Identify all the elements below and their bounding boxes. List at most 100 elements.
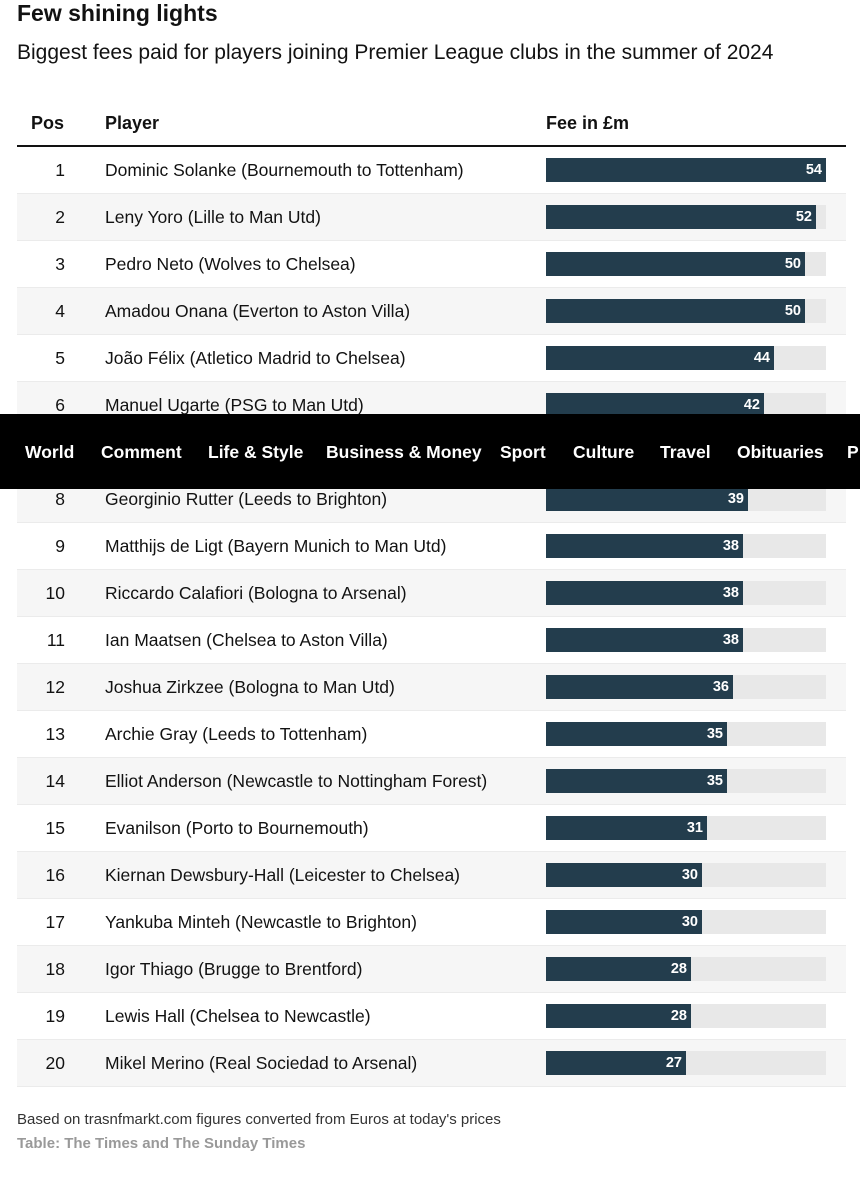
row-player: Lewis Hall (Chelsea to Newcastle)	[105, 1006, 371, 1026]
row-pos: 19	[45, 1006, 65, 1026]
bar: 36	[546, 675, 733, 699]
row-pos: 4	[55, 301, 65, 321]
bar-value-label: 36	[712, 679, 729, 695]
bar-track: 30	[546, 863, 826, 887]
row-pos: 3	[55, 254, 65, 274]
row-player: Kiernan Dewsbury-Hall (Leicester to Chel…	[105, 865, 461, 885]
bar-value-label: 30	[681, 867, 698, 883]
bar-value-label: 28	[670, 1008, 687, 1024]
nav-item[interactable]: P	[847, 442, 859, 462]
bar-value-label: 27	[665, 1055, 682, 1071]
bar: 28	[546, 957, 691, 981]
bar: 31	[546, 816, 707, 840]
table-body: 1 Dominic Solanke (Bournemouth to Tottenh…	[17, 147, 846, 1087]
nav-item[interactable]: Business & Money	[326, 442, 482, 462]
row-player: Riccardo Calafiori (Bologna to Arsenal)	[105, 583, 407, 603]
table-header: Pos Player Fee in £m	[17, 100, 846, 147]
nav-item[interactable]: Life & Style	[208, 442, 304, 462]
bar-value-label: 50	[784, 256, 801, 272]
row-pos: 15	[45, 818, 65, 838]
row-player: Matthijs de Ligt (Bayern Munich to Man U…	[105, 536, 447, 556]
row-player: Mikel Merino (Real Sociedad to Arsenal)	[105, 1053, 418, 1073]
table-row: 17 Yankuba Minteh (Newcastle to Brighton)…	[17, 899, 846, 946]
bar: 50	[546, 252, 805, 276]
nav-item[interactable]: Culture	[573, 442, 635, 462]
header-pos: Pos	[31, 113, 65, 133]
bar-track: 28	[546, 957, 826, 981]
header-fee: Fee in £m	[546, 113, 630, 133]
table-row: 19 Lewis Hall (Chelsea to Newcastle) 28	[17, 993, 846, 1040]
footnote: Based on trasnfmarkt.com figures convert…	[17, 1111, 501, 1128]
bar-value-label: 35	[706, 773, 723, 789]
bar: 38	[546, 581, 743, 605]
nav-item[interactable]: Obituaries	[737, 442, 824, 462]
bar: 35	[546, 722, 727, 746]
chart-subtitle: Biggest fees paid for players joining Pr…	[17, 41, 774, 64]
bar-value-label: 38	[722, 585, 739, 601]
bar: 38	[546, 534, 743, 558]
row-pos: 6	[55, 395, 65, 415]
bar-value-label: 31	[686, 820, 703, 836]
section-navbar: World Comment Life & Style Business & Money…	[0, 414, 860, 489]
table-row: 11 Ian Maatsen (Chelsea to Aston Villa) 38	[17, 617, 846, 664]
bar-track: 36	[546, 675, 826, 699]
source-credit: Table: The Times and The Sunday Times	[17, 1135, 306, 1152]
table-row: 14 Elliot Anderson (Newcastle to Nottingh…	[17, 758, 846, 805]
bar-value-label: 54	[805, 162, 822, 178]
bar: 54	[546, 158, 826, 182]
bar-track: 42	[546, 393, 826, 417]
table-row: 9 Matthijs de Ligt (Bayern Munich to Man …	[17, 523, 846, 570]
bar: 42	[546, 393, 764, 417]
bar-track: 38	[546, 581, 826, 605]
row-pos: 1	[55, 160, 65, 180]
row-player: Amadou Onana (Everton to Aston Villa)	[105, 301, 411, 321]
row-pos: 16	[45, 865, 65, 885]
row-player: Igor Thiago (Brugge to Brentford)	[105, 959, 363, 979]
bar: 50	[546, 299, 805, 323]
bar-track: 50	[546, 299, 826, 323]
table-row: 18 Igor Thiago (Brugge to Brentford) 28	[17, 946, 846, 993]
table-row: 4 Amadou Onana (Everton to Aston Villa) 50	[17, 288, 846, 335]
bar: 30	[546, 863, 702, 887]
row-player: Yankuba Minteh (Newcastle to Brighton)	[105, 912, 417, 932]
row-pos: 20	[45, 1053, 65, 1073]
row-pos: 5	[55, 348, 65, 368]
bar-value-label: 38	[722, 632, 739, 648]
row-pos: 12	[45, 677, 65, 697]
table-row: 16 Kiernan Dewsbury-Hall (Leicester to Ch…	[17, 852, 846, 899]
bar-track: 52	[546, 205, 826, 229]
bar: 27	[546, 1051, 686, 1075]
table-row: 2 Leny Yoro (Lille to Man Utd) 52	[17, 194, 846, 241]
table-row: 12 Joshua Zirkzee (Bologna to Man Utd) 36	[17, 664, 846, 711]
bar: 28	[546, 1004, 691, 1028]
bar-value-label: 39	[727, 491, 744, 507]
table-row: 5 João Félix (Atletico Madrid to Chelsea)…	[17, 335, 846, 382]
nav-item[interactable]: Sport	[500, 442, 546, 462]
bar: 35	[546, 769, 727, 793]
chart-title: Few shining lights	[17, 0, 218, 26]
row-player: Dominic Solanke (Bournemouth to Tottenha…	[105, 160, 464, 180]
nav-item[interactable]: Comment	[101, 442, 182, 462]
bar: 39	[546, 487, 748, 511]
bar-value-label: 30	[681, 914, 698, 930]
bar-track: 28	[546, 1004, 826, 1028]
bar-value-label: 42	[743, 397, 760, 413]
bar-value-label: 28	[670, 961, 687, 977]
bar-track: 44	[546, 346, 826, 370]
bar-track: 50	[546, 252, 826, 276]
row-pos: 10	[45, 583, 65, 603]
table-row: 1 Dominic Solanke (Bournemouth to Tottenh…	[17, 147, 846, 194]
row-player: Elliot Anderson (Newcastle to Nottingham…	[105, 771, 488, 791]
bar-track: 30	[546, 910, 826, 934]
nav-item[interactable]: Travel	[660, 442, 711, 462]
bar-track: 35	[546, 769, 826, 793]
table-row: 3 Pedro Neto (Wolves to Chelsea) 50	[17, 241, 846, 288]
bar: 38	[546, 628, 743, 652]
row-player: Joshua Zirkzee (Bologna to Man Utd)	[105, 677, 395, 697]
nav-item[interactable]: World	[25, 442, 75, 462]
row-player: Evanilson (Porto to Bournemouth)	[105, 818, 369, 838]
bar: 30	[546, 910, 702, 934]
row-player: Georginio Rutter (Leeds to Brighton)	[105, 489, 388, 509]
row-player: Archie Gray (Leeds to Tottenham)	[105, 724, 368, 744]
row-player: Manuel Ugarte (PSG to Man Utd)	[105, 395, 364, 415]
